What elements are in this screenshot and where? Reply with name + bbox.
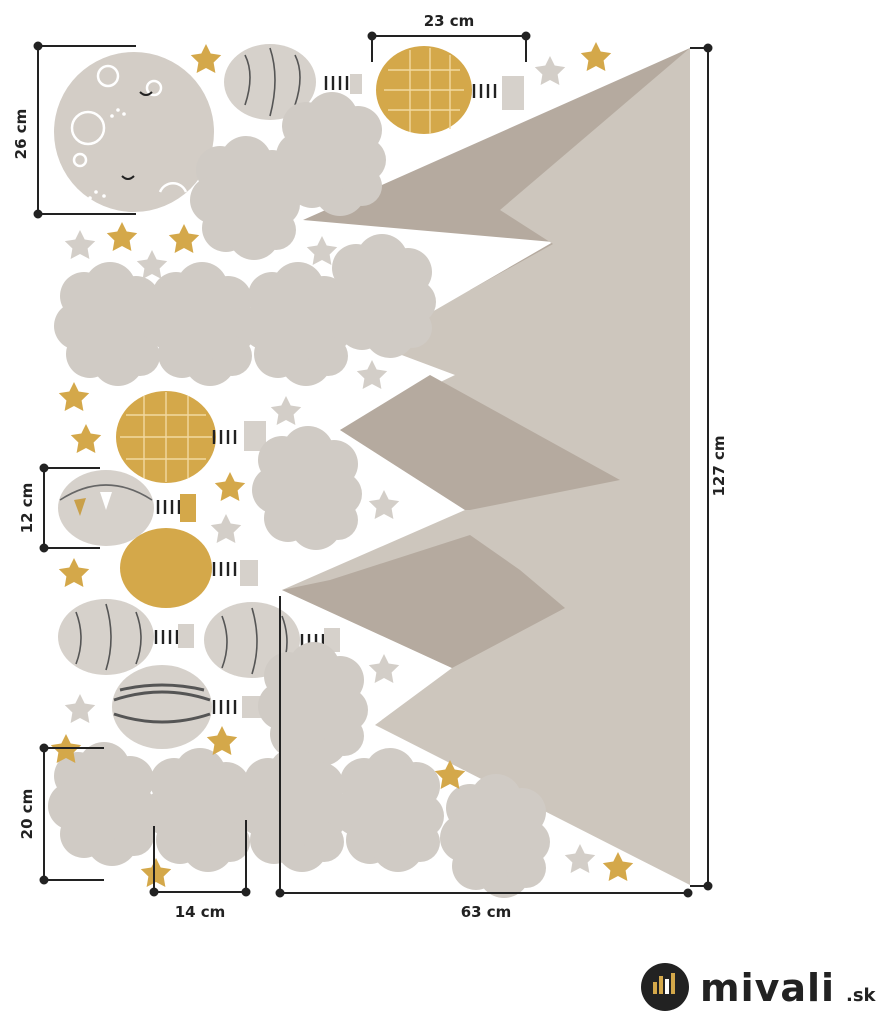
balloon-gold-dotted bbox=[120, 528, 258, 608]
brand-logo: mivali .sk bbox=[641, 963, 877, 1011]
dimension-label-small-balloon-height: 12 cm bbox=[18, 483, 36, 534]
dimension-label-cloud-height: 20 cm bbox=[18, 789, 36, 840]
balloon-gold-grid-middle bbox=[116, 391, 266, 483]
brand-name: mivali bbox=[700, 966, 835, 1010]
cloud-11 bbox=[238, 748, 348, 872]
brand-logo-icon-bars bbox=[653, 973, 675, 994]
dimension-label-moon-height: 26 cm bbox=[12, 109, 30, 160]
moon-sticker bbox=[54, 52, 214, 212]
cloud-8 bbox=[258, 642, 368, 766]
mountains-sticker bbox=[282, 48, 690, 885]
dimension-lines bbox=[33, 31, 713, 898]
cloud-13 bbox=[440, 774, 550, 898]
dimension-label-balloon-width: 23 cm bbox=[424, 12, 475, 30]
cloud-10 bbox=[144, 748, 254, 872]
dimension-label-cloud-width: 14 cm bbox=[175, 903, 226, 921]
mountain-back-lower bbox=[282, 535, 565, 668]
dimension-label-mountains-width: 63 cm bbox=[461, 903, 512, 921]
balloon-striped bbox=[112, 665, 262, 749]
balloon-grey-flags bbox=[58, 470, 196, 546]
balloon-grey-swirls-left bbox=[58, 599, 194, 675]
cloud-9 bbox=[48, 742, 158, 866]
cloud-12 bbox=[334, 748, 444, 872]
mountain-back-middle bbox=[340, 375, 620, 510]
cloud-6 bbox=[326, 234, 436, 358]
brand-suffix: .sk bbox=[846, 985, 877, 1006]
cloud-7 bbox=[252, 426, 362, 550]
cloud-2 bbox=[276, 92, 386, 216]
balloon-grey-top bbox=[224, 44, 362, 120]
balloon-gold-top bbox=[376, 46, 524, 134]
dimension-label-total-height: 127 cm bbox=[710, 435, 728, 496]
cloud-4 bbox=[146, 262, 256, 386]
